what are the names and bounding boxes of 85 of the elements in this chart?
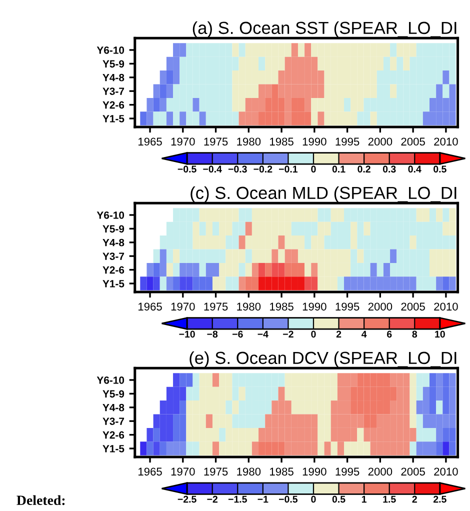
color-bar-label: 10 [435,330,445,338]
y-tick-label: Y6-10 [96,211,124,219]
x-tick-label: 2005 [401,302,425,311]
y-tick-label: Y1-5 [102,115,124,122]
x-tick-label: 1990 [302,138,326,146]
x-tick-label: 2000 [368,138,392,146]
color-bar-label: 0.5 [434,166,446,173]
x-tick-label: 2010 [434,302,458,311]
y-tick-label: Y1-5 [102,445,124,452]
color-bar-label: 2.5 [434,496,446,503]
x-tick-label: 1985 [270,138,294,146]
color-bar-label: 0.2 [358,166,370,173]
x-tick-label: 1965 [138,138,162,146]
y-tick-label: Y4-8 [102,404,124,412]
color-bar-label: −0.4 [203,166,222,173]
x-tick-label: 2010 [434,468,458,476]
color-bar-label: −10 [179,330,195,338]
x-tick-label: 1995 [336,138,360,146]
color-bar-label: −1 [258,496,268,503]
color-bar-label: 0.1 [332,166,346,173]
x-tick-label: 1975 [204,138,228,146]
x-tick-label: 1980 [237,302,261,311]
color-bar-label: 1.5 [383,496,396,503]
y-tick-label: Y2-6 [102,431,124,439]
x-tick-label: 1970 [171,302,195,311]
color-bar-label: 1 [362,496,366,503]
x-tick-label: 1985 [270,302,294,311]
x-tick-label: 1975 [204,302,228,311]
y-tick-label: Y6-10 [96,376,124,384]
color-bar-label: 6 [387,330,392,338]
x-tick-label: 2005 [401,138,425,146]
color-bar-label: −0.3 [228,166,247,173]
color-bar-label: −2 [207,496,218,503]
x-tick-label: 1970 [171,468,195,476]
color-bar-label: 0.5 [332,496,346,503]
y-tick-label: Y4-8 [102,238,124,246]
y-tick-label: Y5-9 [102,225,124,233]
color-bar-label: 0 [311,166,316,173]
y-tick-label: Y2-6 [102,101,124,109]
x-tick-label: 1965 [138,302,162,311]
x-tick-label: 1980 [237,138,261,146]
color-bar-label: −4 [258,330,268,338]
y-tick-label: Y2-6 [102,266,124,274]
y-tick-label: Y5-9 [102,390,124,398]
color-bar-label: −0.1 [279,166,298,173]
color-bar-label: 0.4 [408,166,422,173]
color-bar-label: −0.5 [178,166,196,173]
x-tick-label: 2000 [368,302,392,311]
chart-title: (c) S. Ocean MLD (SPEAR_LO_DI [190,186,456,202]
y-tick-label: Y3-7 [102,252,124,260]
y-tick-label: Y5-9 [102,60,124,68]
x-tick-label: 2010 [434,138,458,146]
x-tick-label: 1965 [138,468,162,476]
y-tick-label: Y3-7 [102,418,124,425]
x-tick-label: 2000 [368,468,392,476]
y-tick-label: Y6-10 [96,46,124,54]
color-bar-label: 0 [311,496,316,503]
color-bar-label: −0.5 [279,496,298,503]
color-bar-label: 0 [311,330,316,338]
color-bar-label: 0.3 [382,166,396,173]
color-bar-label: 2 [412,496,417,503]
x-tick-label: 1975 [204,468,228,476]
color-bar-label: 8 [412,330,418,338]
color-bar-label: −0.2 [254,166,272,173]
color-bar-label: −8 [207,330,218,338]
color-bar-label: −1.5 [228,496,247,503]
x-tick-label: 1990 [302,302,326,311]
color-bar-label: −6 [232,330,243,338]
color-bar-label: −2.5 [178,496,196,503]
y-tick-label: Y4-8 [102,74,124,82]
x-tick-label: 1970 [171,138,195,146]
x-tick-label: 1995 [336,302,360,311]
color-bar-label: 2 [336,330,342,338]
text: Deleted: [16,495,65,506]
color-bar-label: 4 [362,330,367,338]
x-tick-label: 1995 [336,468,360,476]
x-tick-label: 2005 [401,468,425,476]
x-tick-label: 1985 [270,468,294,476]
chart-title: (e) S. Ocean DCV (SPEAR_LO_DI [190,351,456,368]
color-bar-label: −2 [283,330,294,338]
y-tick-label: Y1-5 [102,280,124,288]
x-tick-label: 1990 [302,468,326,476]
chart-title: (a) S. Ocean SST (SPEAR_LO_DI [192,21,456,38]
x-tick-label: 1980 [237,468,261,476]
y-tick-label: Y3-7 [102,88,124,95]
